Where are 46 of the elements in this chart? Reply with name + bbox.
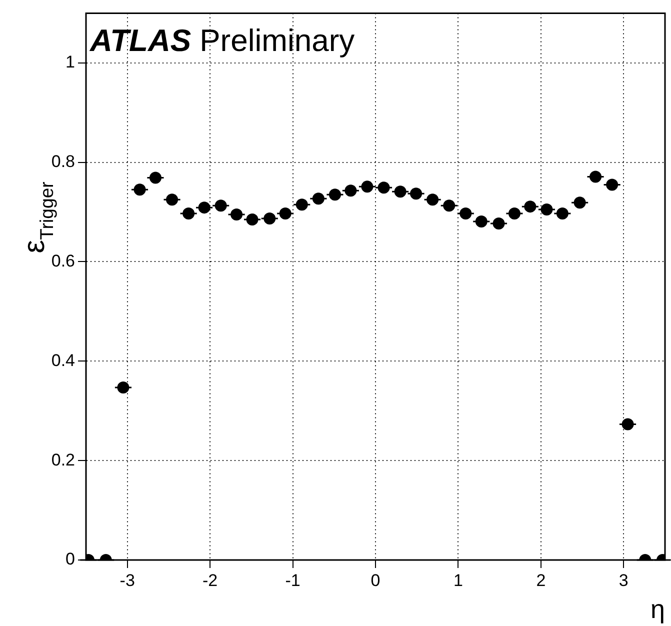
- x-tick-label: 2: [536, 570, 546, 590]
- point: [344, 184, 357, 197]
- point: [394, 186, 406, 198]
- x-tick-label: 3: [618, 570, 628, 590]
- y-tick-label: 0.8: [51, 152, 75, 172]
- y-tick-label: 0.6: [51, 251, 75, 270]
- y-axis-title: εTrigger: [18, 182, 57, 254]
- point: [460, 208, 472, 220]
- point: [361, 180, 374, 193]
- x-tick-label: 0: [370, 570, 380, 590]
- y-tick-label: 0: [66, 550, 75, 569]
- point: [214, 200, 227, 212]
- x-tick-label: -1: [285, 570, 300, 590]
- y-tick-label: 0.4: [51, 350, 75, 370]
- point: [246, 213, 258, 226]
- x-tick-label: -3: [120, 570, 135, 590]
- point: [590, 170, 602, 183]
- point: [264, 212, 276, 224]
- y-tick-label: 0.2: [51, 450, 75, 470]
- point: [410, 188, 422, 200]
- point: [508, 208, 520, 220]
- point: [149, 172, 162, 184]
- x-axis-title: η: [650, 594, 665, 624]
- point: [328, 188, 341, 201]
- point: [166, 194, 178, 206]
- point: [378, 182, 390, 194]
- chart-title: ATLAS Preliminary: [89, 23, 356, 58]
- point: [574, 196, 586, 209]
- point: [475, 215, 488, 228]
- point: [524, 200, 536, 213]
- x-tick-label: 1: [453, 570, 463, 590]
- point: [426, 194, 439, 206]
- point: [182, 208, 195, 220]
- point: [312, 192, 324, 205]
- point: [556, 208, 568, 220]
- point: [296, 198, 308, 211]
- point: [230, 208, 243, 221]
- point: [134, 184, 146, 196]
- x-tick-label: -2: [202, 570, 218, 590]
- y-tick-label: 1: [66, 52, 75, 72]
- point: [279, 208, 292, 220]
- point: [492, 217, 505, 230]
- point: [198, 202, 210, 214]
- point: [540, 204, 553, 216]
- point: [443, 200, 456, 212]
- point: [606, 178, 618, 191]
